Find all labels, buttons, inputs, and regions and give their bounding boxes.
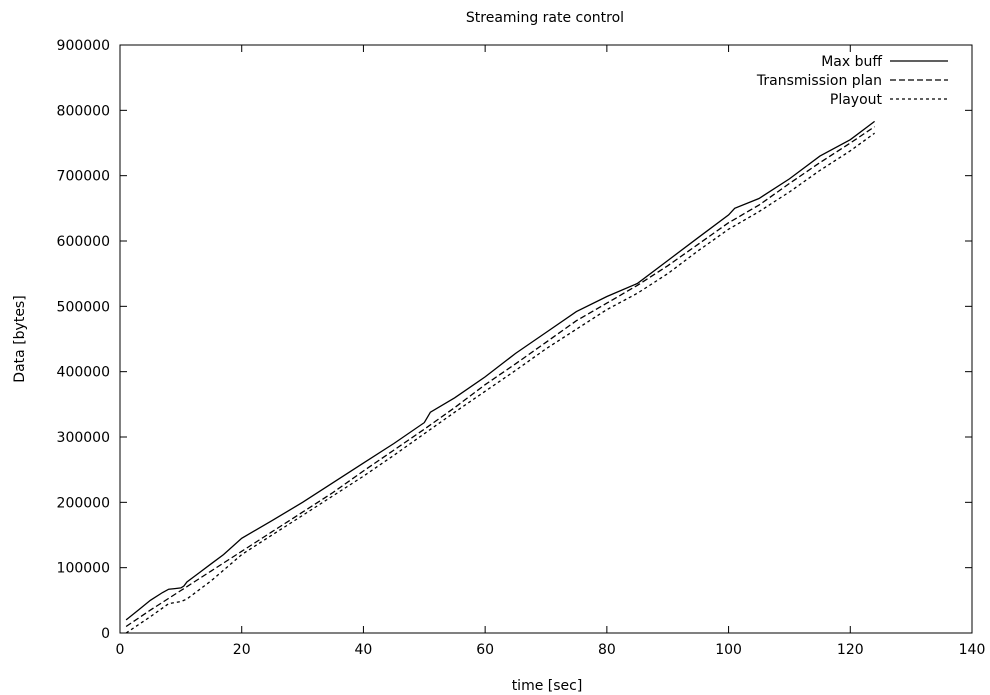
x-tick-label: 60 xyxy=(476,642,494,658)
series-line-2 xyxy=(125,126,875,628)
x-tick-label: 0 xyxy=(116,642,125,658)
x-tick-label: 140 xyxy=(959,642,986,658)
chart-title: Streaming rate control xyxy=(466,10,624,26)
y-tick-label: 900000 xyxy=(57,38,110,54)
series-layer xyxy=(125,120,875,634)
y-tick-label: 500000 xyxy=(57,299,110,315)
series-line-3 xyxy=(125,132,875,634)
y-tick-label: 800000 xyxy=(57,103,110,119)
y-tick-label: 200000 xyxy=(57,495,110,511)
x-tick-label: 40 xyxy=(355,642,373,658)
y-tick-label: 300000 xyxy=(57,430,110,446)
series-line-1 xyxy=(125,120,875,621)
y-tick-label: 0 xyxy=(101,626,110,642)
legend-label: Playout xyxy=(830,92,883,108)
plot-frame xyxy=(119,44,973,634)
axis-ticks: 0 20 40 60 80 100 120 140 0 100000 200000 300000 400… xyxy=(57,38,986,658)
legend: Max buff Transmission plan Playout xyxy=(756,54,948,108)
legend-label: Max buff xyxy=(821,54,882,70)
plot-axes xyxy=(119,44,973,634)
x-axis-label: time [sec] xyxy=(512,678,583,694)
x-tick-label: 120 xyxy=(837,642,864,658)
x-tick-label: 100 xyxy=(715,642,742,658)
y-tick-label: 100000 xyxy=(57,561,110,577)
y-tick-label: 700000 xyxy=(57,169,110,185)
y-tick-label: 400000 xyxy=(57,365,110,381)
legend-label: Transmission plan xyxy=(756,73,882,89)
y-axis-label: Data [bytes] xyxy=(12,295,28,382)
x-tick-label: 80 xyxy=(598,642,616,658)
x-tick-label: 20 xyxy=(233,642,251,658)
y-tick-label: 600000 xyxy=(57,234,110,250)
